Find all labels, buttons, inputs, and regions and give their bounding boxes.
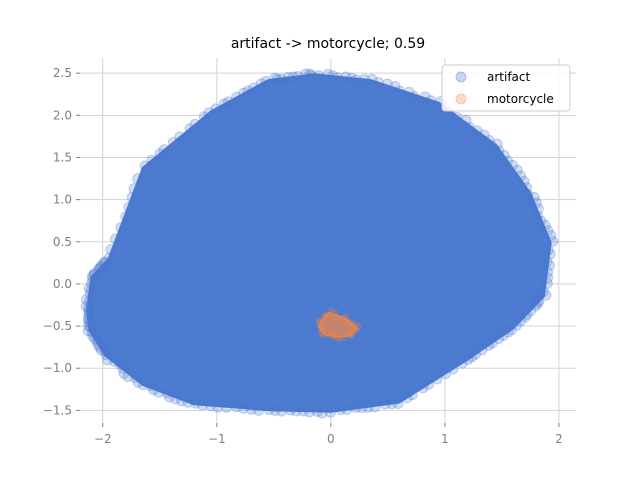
y-tick-label: 1.0 — [53, 193, 72, 207]
series-motorcycle — [315, 307, 362, 342]
artifact-point — [284, 404, 296, 416]
legend-box — [441, 64, 571, 112]
chart-title: artifact -> motorcycle; 0.59 — [231, 36, 425, 52]
artifact-point — [541, 256, 553, 268]
y-tick-label: −1.5 — [43, 403, 72, 417]
x-tick-label: 0 — [327, 432, 335, 446]
x-tick-label: −2 — [94, 432, 112, 446]
artifact-point — [460, 114, 472, 126]
y-tick-label: 1.5 — [53, 150, 72, 164]
y-tick-label: 0.5 — [53, 235, 72, 249]
artifact-point — [130, 372, 142, 384]
y-tick-label: −0.5 — [43, 319, 72, 333]
artifact-point — [109, 355, 121, 367]
x-tick-label: −1 — [208, 432, 226, 446]
motorcycle-point-cloud — [319, 312, 358, 338]
artifact-point — [515, 170, 527, 182]
y-tick-label: 2.5 — [53, 66, 72, 80]
series-artifact — [80, 68, 559, 419]
y-tick-label: 2.0 — [53, 108, 72, 122]
legend: artifact motorcycle — [441, 64, 571, 112]
legend-label-artifact: artifact — [487, 70, 531, 84]
legend-marker-artifact — [455, 71, 467, 83]
artifact-point — [350, 74, 362, 86]
motorcycle-point — [346, 319, 354, 327]
artifact-point — [80, 300, 92, 312]
legend-label-motorcycle: motorcycle — [487, 92, 554, 106]
x-tick-label: 2 — [555, 432, 563, 446]
axis-ticks: −2 −1 0 1 2 −1.5 −1.0 −0.5 0.0 0.5 1.0 1.5 2.0 2.5 — [43, 66, 563, 446]
artifact-point — [518, 175, 530, 187]
series-layer — [80, 68, 559, 419]
y-tick-label: 0.0 — [53, 277, 72, 291]
artifact-point — [491, 138, 503, 150]
artifact-point-cloud — [86, 74, 551, 413]
legend-marker-motorcycle — [455, 93, 467, 105]
artifact-hull-outline — [86, 73, 552, 413]
motorcycle-hull-outline — [318, 311, 358, 338]
x-tick-label: 1 — [441, 432, 449, 446]
artifact-point — [117, 362, 129, 374]
artifact-point — [463, 121, 475, 133]
artifact-point — [316, 407, 328, 419]
artifact-point — [507, 159, 519, 171]
artifact-point — [493, 145, 505, 157]
y-tick-label: −1.0 — [43, 361, 72, 375]
artifact-point — [102, 354, 114, 366]
